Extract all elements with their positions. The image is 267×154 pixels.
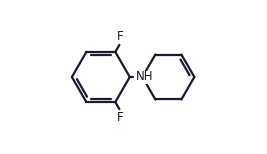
Text: F: F [116, 111, 123, 124]
Text: F: F [116, 30, 123, 43]
Text: NH: NH [136, 71, 154, 83]
